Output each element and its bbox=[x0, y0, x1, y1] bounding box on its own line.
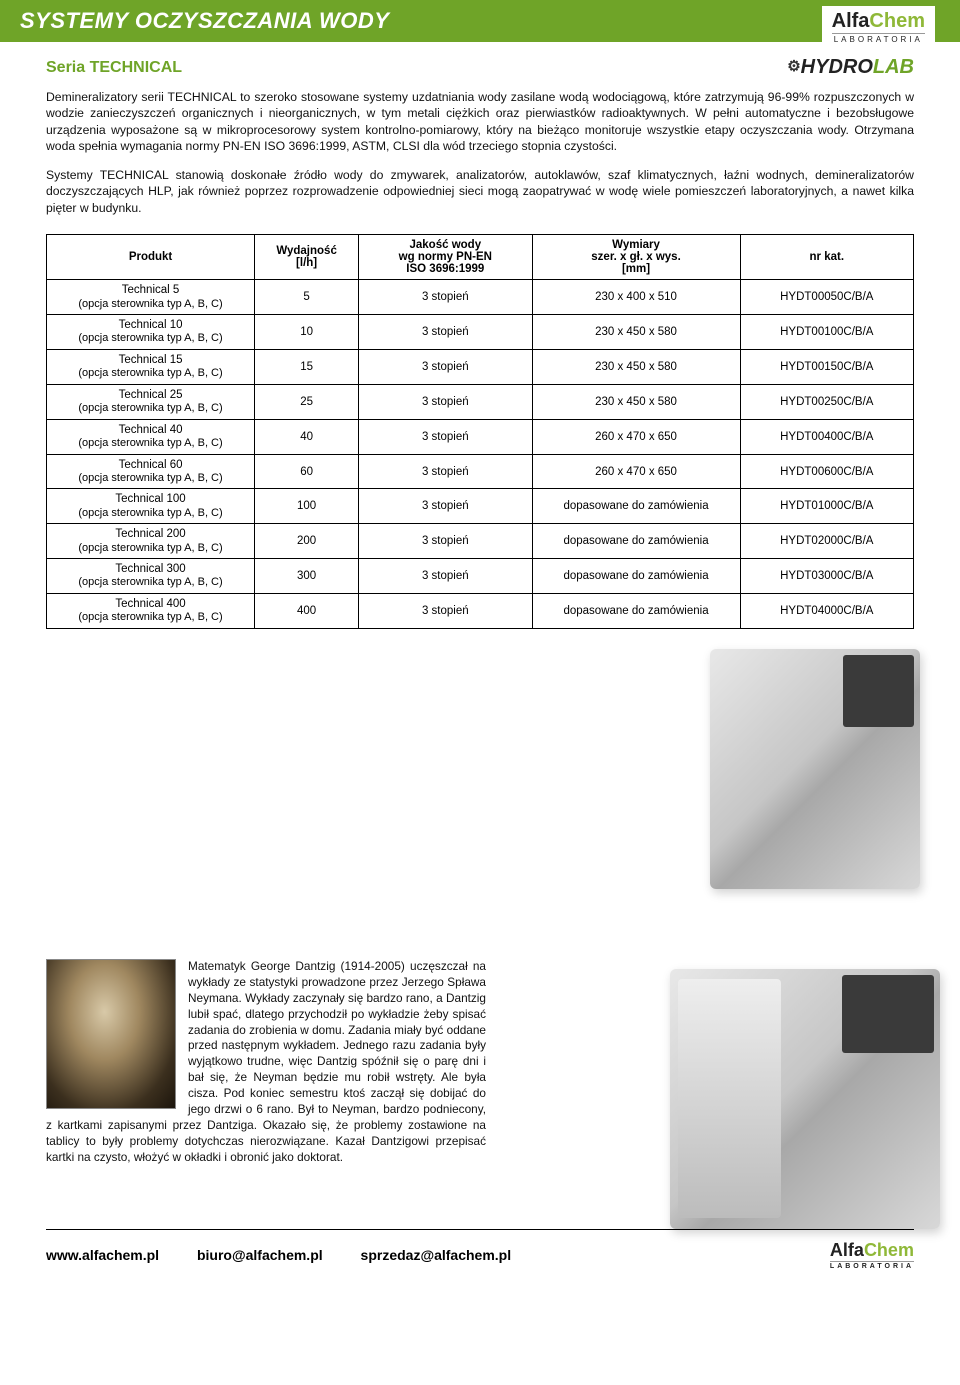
footer-links: www.alfachem.pl biuro@alfachem.pl sprzed… bbox=[46, 1247, 545, 1263]
cell-wyd: 200 bbox=[255, 524, 359, 559]
table-row: Technical 15(opcja sterownika typ A, B, … bbox=[47, 350, 914, 385]
cell-kat: HYDT00400C/B/A bbox=[740, 419, 913, 454]
header-bar: SYSTEMY OCZYSZCZANIA WODY bbox=[0, 0, 960, 42]
hydrolab-accent: LAB bbox=[873, 56, 914, 78]
table-row: Technical 10(opcja sterownika typ A, B, … bbox=[47, 315, 914, 350]
cell-kat: HYDT00050C/B/A bbox=[740, 280, 913, 315]
table-row: Technical 40(opcja sterownika typ A, B, … bbox=[47, 419, 914, 454]
cell-jak: 3 stopień bbox=[359, 559, 532, 594]
intro-paragraph-1: Demineralizatory serii TECHNICAL to szer… bbox=[46, 89, 914, 155]
table-row: Technical 100(opcja sterownika typ A, B,… bbox=[47, 489, 914, 524]
cell-wym: 230 x 450 x 580 bbox=[532, 384, 740, 419]
cell-wyd: 40 bbox=[255, 419, 359, 454]
cell-wym: 260 x 470 x 650 bbox=[532, 419, 740, 454]
cell-wyd: 60 bbox=[255, 454, 359, 489]
page-title: SYSTEMY OCZYSZCZANIA WODY bbox=[20, 8, 389, 34]
cell-product: Technical 60(opcja sterownika typ A, B, … bbox=[47, 454, 255, 489]
cell-jak: 3 stopień bbox=[359, 489, 532, 524]
table-row: Technical 25(opcja sterownika typ A, B, … bbox=[47, 384, 914, 419]
cell-product: Technical 200(opcja sterownika typ A, B,… bbox=[47, 524, 255, 559]
cell-kat: HYDT00600C/B/A bbox=[740, 454, 913, 489]
th-wymiary: Wymiary szer. x gł. x wys. [mm] bbox=[532, 235, 740, 280]
product-image-1 bbox=[710, 649, 920, 889]
cell-wyd: 400 bbox=[255, 594, 359, 629]
footer-email2: sprzedaz@alfachem.pl bbox=[361, 1247, 512, 1263]
table-row: Technical 400(opcja sterownika typ A, B,… bbox=[47, 594, 914, 629]
brand-accent: Chem bbox=[869, 10, 925, 32]
cell-jak: 3 stopień bbox=[359, 419, 532, 454]
anecdote-block: Matematyk George Dantzig (1914-2005) ucz… bbox=[46, 959, 486, 1166]
cell-wyd: 15 bbox=[255, 350, 359, 385]
cell-product: Technical 15(opcja sterownika typ A, B, … bbox=[47, 350, 255, 385]
cell-jak: 3 stopień bbox=[359, 594, 532, 629]
cell-wym: dopasowane do zamówienia bbox=[532, 559, 740, 594]
cell-kat: HYDT00100C/B/A bbox=[740, 315, 913, 350]
th-nrkat: nr kat. bbox=[740, 235, 913, 280]
cell-product: Technical 100(opcja sterownika typ A, B,… bbox=[47, 489, 255, 524]
cell-wyd: 300 bbox=[255, 559, 359, 594]
brand-logo-top: AlfaChem LABORATORIA bbox=[822, 6, 935, 46]
table-row: Technical 5(opcja sterownika typ A, B, C… bbox=[47, 280, 914, 315]
hydrolab-prefix: HYDRO bbox=[801, 56, 873, 78]
intro-paragraph-2: Systemy TECHNICAL stanowią doskonałe źró… bbox=[46, 167, 914, 216]
cell-kat: HYDT01000C/B/A bbox=[740, 489, 913, 524]
cell-kat: HYDT04000C/B/A bbox=[740, 594, 913, 629]
cell-jak: 3 stopień bbox=[359, 384, 532, 419]
cell-jak: 3 stopień bbox=[359, 454, 532, 489]
cell-wyd: 25 bbox=[255, 384, 359, 419]
table-row: Technical 60(opcja sterownika typ A, B, … bbox=[47, 454, 914, 489]
cell-wym: 260 x 470 x 650 bbox=[532, 454, 740, 489]
table-row: Technical 200(opcja sterownika typ A, B,… bbox=[47, 524, 914, 559]
cell-kat: HYDT00250C/B/A bbox=[740, 384, 913, 419]
cell-wym: 230 x 450 x 580 bbox=[532, 350, 740, 385]
footer-email1: biuro@alfachem.pl bbox=[197, 1247, 323, 1263]
series-title: Seria TECHNICAL bbox=[46, 59, 182, 77]
brand-sub: LABORATORIA bbox=[832, 33, 925, 44]
cell-kat: HYDT03000C/B/A bbox=[740, 559, 913, 594]
product-image-2 bbox=[670, 969, 940, 1229]
brand-logo-bottom: AlfaChem LABORATORIA bbox=[830, 1240, 914, 1270]
cell-product: Technical 400(opcja sterownika typ A, B,… bbox=[47, 594, 255, 629]
cell-product: Technical 40(opcja sterownika typ A, B, … bbox=[47, 419, 255, 454]
footer-website: www.alfachem.pl bbox=[46, 1247, 159, 1263]
cell-wym: dopasowane do zamówienia bbox=[532, 524, 740, 559]
cell-jak: 3 stopień bbox=[359, 524, 532, 559]
cell-product: Technical 25(opcja sterownika typ A, B, … bbox=[47, 384, 255, 419]
table-row: Technical 300(opcja sterownika typ A, B,… bbox=[47, 559, 914, 594]
cell-jak: 3 stopień bbox=[359, 280, 532, 315]
hydrolab-logo: ⚙HYDROLAB bbox=[787, 56, 914, 79]
brand-main: Alfa bbox=[832, 10, 870, 32]
cell-jak: 3 stopień bbox=[359, 315, 532, 350]
cell-kat: HYDT00150C/B/A bbox=[740, 350, 913, 385]
cell-wyd: 10 bbox=[255, 315, 359, 350]
anecdote-photo bbox=[46, 959, 176, 1109]
th-produkt: Produkt bbox=[47, 235, 255, 280]
gear-icon: ⚙ bbox=[787, 58, 800, 75]
cell-product: Technical 10(opcja sterownika typ A, B, … bbox=[47, 315, 255, 350]
cell-wym: dopasowane do zamówienia bbox=[532, 594, 740, 629]
cell-wym: dopasowane do zamówienia bbox=[532, 489, 740, 524]
cell-wyd: 5 bbox=[255, 280, 359, 315]
cell-product: Technical 300(opcja sterownika typ A, B,… bbox=[47, 559, 255, 594]
footer: www.alfachem.pl biuro@alfachem.pl sprzed… bbox=[46, 1229, 914, 1284]
cell-product: Technical 5(opcja sterownika typ A, B, C… bbox=[47, 280, 255, 315]
spec-table: Produkt Wydajność [l/h] Jakość wody wg n… bbox=[46, 234, 914, 629]
cell-jak: 3 stopień bbox=[359, 350, 532, 385]
cell-wym: 230 x 400 x 510 bbox=[532, 280, 740, 315]
cell-kat: HYDT02000C/B/A bbox=[740, 524, 913, 559]
th-jakosc: Jakość wody wg normy PN-EN ISO 3696:1999 bbox=[359, 235, 532, 280]
th-wydajnosc: Wydajność [l/h] bbox=[255, 235, 359, 280]
cell-wyd: 100 bbox=[255, 489, 359, 524]
cell-wym: 230 x 450 x 580 bbox=[532, 315, 740, 350]
